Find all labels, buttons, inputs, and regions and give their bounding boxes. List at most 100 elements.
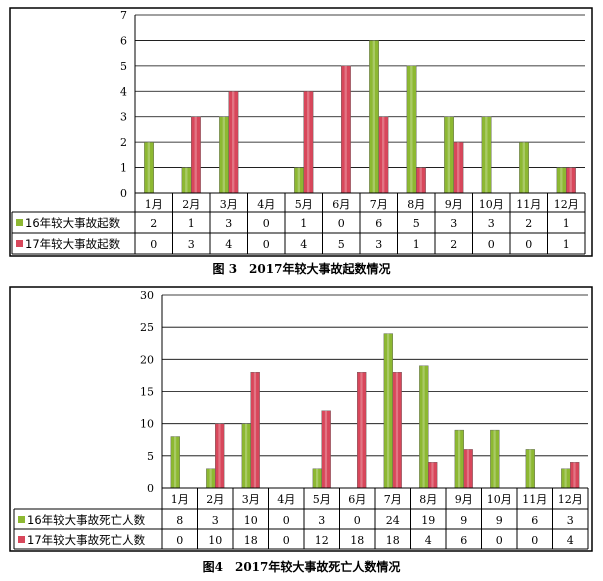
chart-1-bar-highlight (457, 142, 460, 193)
chart-2-table-cell: 0 (283, 514, 290, 527)
chart-1-table-cell: 2 (150, 217, 157, 230)
chart-2-category-label: 7月 (384, 493, 402, 506)
chart-1-category-label: 7月 (370, 198, 388, 211)
chart-1-bar-highlight (560, 167, 563, 193)
chart-2-y-tick-label: 30 (140, 289, 154, 302)
chart-1-table-cell: 3 (225, 217, 232, 230)
chart-2-category-label: 4月 (277, 493, 295, 506)
chart-1-table-cell: 3 (375, 238, 382, 251)
chart-1-category-label: 4月 (257, 198, 275, 211)
chart-1-bar-highlight (222, 116, 225, 193)
chart-1-y-tick-label: 1 (120, 162, 127, 175)
chart-2-category-label: 8月 (419, 493, 437, 506)
chart-1-category-label: 10月 (479, 198, 504, 211)
chart-2-category-label: 11月 (522, 493, 547, 506)
chart-2-bar-highlight (253, 372, 257, 488)
chart-2-table-cell: 0 (176, 534, 183, 547)
chart-1-table-cell: 1 (188, 217, 195, 230)
chart-2-legend-label-2: 17年较大事故死亡人数 (27, 533, 146, 547)
chart-2-bar-highlight (360, 372, 363, 488)
chart-2-table-cell: 18 (350, 534, 364, 547)
chart-1-category-label: 9月 (445, 198, 463, 211)
chart-2-bar-highlight (431, 462, 434, 488)
chart-2-table-cell: 4 (567, 534, 574, 547)
chart-1-table-cell: 1 (563, 238, 570, 251)
chart-1-y-tick-label: 7 (120, 9, 127, 22)
chart-1-legend-label-2: 17年较大事故起数 (25, 237, 121, 251)
chart-1-bar-highlight (232, 91, 235, 193)
chart-1-bar-highlight (569, 167, 572, 193)
chart-2-table-cell: 6 (460, 534, 467, 547)
chart-2-bar-highlight (395, 372, 399, 488)
chart-1-bar-highlight (307, 91, 310, 193)
chart-2-y-tick-label: 0 (147, 482, 154, 495)
chart-1-caption: 图 3 2017年较大事故起数情况 (212, 262, 391, 276)
chart-2-table-cell: 10 (244, 514, 258, 527)
chart-2-table-cell: 0 (531, 534, 538, 547)
chart-2-table-cell: 9 (496, 514, 503, 527)
chart-2-legend-swatch-2 (18, 536, 25, 543)
chart-2-table-cell: 3 (567, 514, 574, 527)
chart-1-bar-highlight (147, 142, 150, 193)
chart-2-category-label: 6月 (348, 493, 366, 506)
chart-2-category-label: 12月 (558, 493, 583, 506)
chart-1-table-cell: 6 (375, 217, 382, 230)
chart-1-category-label: 3月 (220, 198, 238, 211)
chart-1-bar-highlight (297, 167, 300, 193)
chart-1-category-label: 11月 (516, 198, 541, 211)
chart-1-legend-label-1: 16年较大事故起数 (25, 216, 121, 230)
chart-1-bar-highlight (344, 65, 347, 193)
chart-2-table-cell: 0 (354, 514, 361, 527)
chart-1-table-cell: 1 (563, 217, 570, 230)
chart-1-bar-highlight (194, 116, 197, 193)
chart-1-bar-highlight (185, 167, 188, 193)
chart-1-bar-highlight (419, 167, 422, 193)
chart-2-table-cell: 8 (176, 514, 183, 527)
chart-1-bar-highlight (485, 116, 488, 193)
chart-2-y-tick-label: 25 (140, 321, 154, 334)
chart-2-y-tick-label: 15 (140, 386, 154, 399)
chart-2-bar-highlight (466, 449, 470, 488)
chart-1-table-cell: 1 (413, 238, 420, 251)
chart-1-frame (9, 7, 593, 257)
chart-2-table-cell: 18 (244, 534, 258, 547)
chart-1-category-label: 8月 (407, 198, 425, 211)
chart-2-table-cell: 12 (315, 534, 329, 547)
chart-1-table-cell: 0 (263, 217, 270, 230)
chart-2-y-tick-label: 5 (147, 450, 154, 463)
chart-2-bar-highlight (173, 436, 177, 488)
chart-2-category-label: 3月 (242, 493, 260, 506)
chart-1-y-tick-label: 0 (120, 187, 127, 200)
chart-1-category-label: 6月 (332, 198, 350, 211)
chart-1-bar-highlight (522, 142, 525, 193)
chart-2-bar-highlight (528, 449, 532, 488)
chart-1-table-cell: 1 (300, 217, 307, 230)
chart-1-table-cell: 0 (338, 217, 345, 230)
chart-2-table-cell: 4 (425, 534, 432, 547)
chart-2-category-label: 10月 (487, 493, 512, 506)
chart-2-bar-highlight (457, 430, 461, 488)
chart-2-table-cell: 10 (208, 534, 222, 547)
chart-2-bar-highlight (422, 365, 425, 488)
chart-1-table-cell: 3 (188, 238, 195, 251)
chart-2-y-tick-label: 20 (140, 353, 154, 366)
chart-1-table-cell: 0 (488, 238, 495, 251)
chart-1-category-label: 12月 (554, 198, 579, 211)
chart-2-legend-swatch-1 (18, 516, 25, 523)
chart-2-bar-highlight (244, 423, 248, 488)
chart-1-legend-swatch-2 (16, 240, 23, 247)
chart-2-frame (9, 286, 593, 552)
chart-1-table-cell: 5 (413, 217, 420, 230)
chart-1-table-cell: 3 (450, 217, 457, 230)
chart-1-y-tick-label: 2 (120, 136, 127, 149)
chart-2-table-cell: 24 (386, 514, 400, 527)
chart-2-bar-highlight (573, 462, 576, 488)
chart-2-category-label: 5月 (313, 493, 331, 506)
chart-2-table-cell: 3 (212, 514, 219, 527)
chart-2-bar-highlight (218, 423, 221, 488)
chart-1-category-label: 2月 (182, 198, 200, 211)
chart-2-bar-highlight (564, 468, 567, 488)
chart-1-bar-highlight (372, 40, 375, 193)
chart-1-table-cell: 0 (150, 238, 157, 251)
chart-2-bar-highlight (324, 410, 328, 488)
